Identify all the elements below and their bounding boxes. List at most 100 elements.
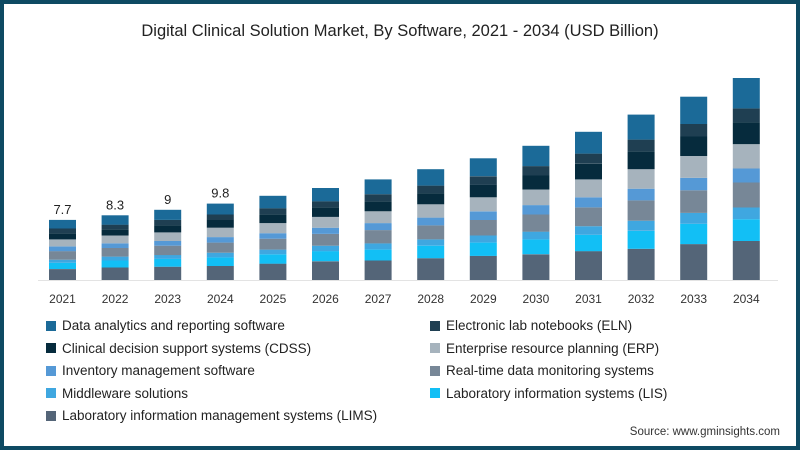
bar-segment-2022-0 — [101, 267, 129, 280]
bar-segment-2031-8 — [575, 131, 602, 154]
bar-segment-2034-8 — [732, 78, 760, 109]
bar-segment-2030-5 — [522, 189, 550, 206]
bar-segment-2029-4 — [469, 211, 497, 220]
x-tick-label: 2030 — [523, 292, 550, 306]
bar-segment-2033-5 — [680, 156, 708, 178]
bar-segment-2021-4 — [49, 246, 76, 252]
x-tick-label: 2032 — [628, 292, 655, 306]
bar-segment-2030-1 — [522, 239, 550, 255]
x-ticks-group: 2021 2022 2023 2024 2025 2026 2027 2028 2029 2030… — [49, 292, 760, 306]
x-tick-label: 2028 — [417, 292, 444, 306]
bar-segment-2030-7 — [522, 166, 550, 176]
x-tick-label: 2031 — [575, 292, 602, 306]
bar-segment-2029-6 — [469, 184, 497, 198]
x-tick-label: 2033 — [680, 292, 707, 306]
bar-segment-2026-4 — [312, 227, 339, 234]
bar-segment-2022-1 — [101, 260, 129, 268]
bar-segment-2023-2 — [154, 255, 182, 259]
bar-segment-2025-7 — [259, 208, 287, 215]
bar-segment-2032-1 — [627, 230, 655, 249]
x-tick-label: 2034 — [733, 292, 760, 306]
legend-label: Electronic lab notebooks (ELN) — [446, 318, 633, 333]
bar-segment-2031-2 — [575, 226, 602, 235]
bar-segment-2034-2 — [732, 207, 760, 220]
source-note: Source: www.gminsights.com — [629, 426, 780, 438]
legend-item: Data analytics and reporting software — [46, 318, 285, 333]
bar-segment-2029-8 — [469, 158, 497, 177]
bar-segment-2029-5 — [469, 197, 497, 212]
bar-2023 — [154, 209, 182, 280]
legend-label: Enterprise resource planning (ERP) — [446, 340, 660, 356]
bar-segment-2034-1 — [732, 219, 760, 241]
bar-segment-2022-6 — [101, 229, 129, 236]
bar-segment-2023-1 — [154, 258, 182, 267]
legend-item: Inventory management software — [46, 363, 255, 378]
bar-segment-2025-3 — [259, 238, 287, 250]
x-tick-label: 2027 — [365, 292, 392, 306]
bar-2031 — [575, 131, 602, 280]
bar-segment-2027-2 — [364, 243, 392, 250]
legend-swatch — [430, 320, 440, 331]
bar-2033 — [680, 96, 708, 280]
bar-2025 — [259, 195, 287, 280]
bar-segment-2032-3 — [627, 200, 655, 221]
bar-segment-2028-3 — [417, 225, 445, 240]
bar-segment-2028-6 — [417, 193, 445, 205]
bar-segment-2033-4 — [680, 177, 708, 191]
bar-segment-2033-3 — [680, 190, 708, 213]
bar-segment-2024-1 — [206, 257, 234, 266]
bar-segment-2034-0 — [732, 241, 760, 280]
bar-2029 — [469, 158, 497, 280]
legend-label: Clinical decision support systems (CDSS) — [62, 340, 312, 356]
bar-segment-2024-6 — [206, 219, 234, 228]
bar-segment-2021-5 — [49, 239, 76, 247]
legend-item: Laboratory information management system… — [46, 408, 377, 423]
bar-segment-2028-7 — [417, 185, 445, 194]
x-tick-label: 2022 — [102, 292, 129, 306]
x-tick-label: 2025 — [260, 292, 287, 306]
legend-item: Laboratory information systems (LIS) — [430, 386, 667, 401]
bar-segment-2026-3 — [312, 234, 339, 246]
legend-swatch — [46, 388, 56, 398]
bar-2032 — [627, 114, 655, 280]
legend-item: Enterprise resource planning (ERP) — [430, 341, 659, 356]
bar-segment-2026-6 — [312, 207, 339, 217]
legend-label: Real-time data monitoring systems — [446, 363, 654, 378]
bar-segment-2025-8 — [259, 195, 287, 209]
bar-segment-2033-8 — [680, 96, 708, 124]
bar-segment-2027-5 — [364, 211, 392, 224]
data-label-total: 9.8 — [211, 186, 229, 201]
bar-segment-2034-5 — [732, 144, 760, 169]
bar-segment-2033-6 — [680, 136, 708, 156]
bar-segment-2025-4 — [259, 233, 287, 239]
bar-segment-2026-2 — [312, 245, 339, 252]
bar-segment-2022-2 — [101, 256, 129, 261]
legend-label: Laboratory information management system… — [62, 408, 378, 423]
bar-segment-2023-6 — [154, 225, 182, 233]
bar-segment-2034-7 — [732, 108, 760, 123]
bar-segment-2032-8 — [627, 114, 655, 140]
bar-segment-2032-5 — [627, 169, 655, 189]
bar-segment-2023-4 — [154, 241, 182, 246]
bar-segment-2024-7 — [206, 214, 234, 220]
bar-segment-2030-6 — [522, 175, 550, 190]
bar-segment-2024-5 — [206, 227, 234, 238]
bar-segment-2033-1 — [680, 223, 708, 245]
bar-segment-2026-1 — [312, 251, 339, 262]
bar-segment-2026-5 — [312, 216, 339, 228]
bar-segment-2022-7 — [101, 224, 129, 230]
bar-segment-2024-3 — [206, 242, 234, 253]
x-tick-label: 2024 — [207, 292, 234, 306]
bar-segment-2025-2 — [259, 249, 287, 255]
bar-segment-2031-3 — [575, 207, 602, 227]
x-tick-label: 2023 — [154, 292, 181, 306]
bar-segment-2025-5 — [259, 223, 287, 234]
bar-segment-2028-4 — [417, 217, 445, 226]
bar-2027 — [364, 179, 392, 280]
legend-item: Clinical decision support systems (CDSS) — [46, 341, 311, 356]
legend-item: Real-time data monitoring systems — [430, 363, 654, 378]
bar-segment-2023-8 — [154, 209, 182, 220]
bar-segment-2032-2 — [627, 220, 655, 231]
bar-segment-2028-1 — [417, 245, 445, 259]
